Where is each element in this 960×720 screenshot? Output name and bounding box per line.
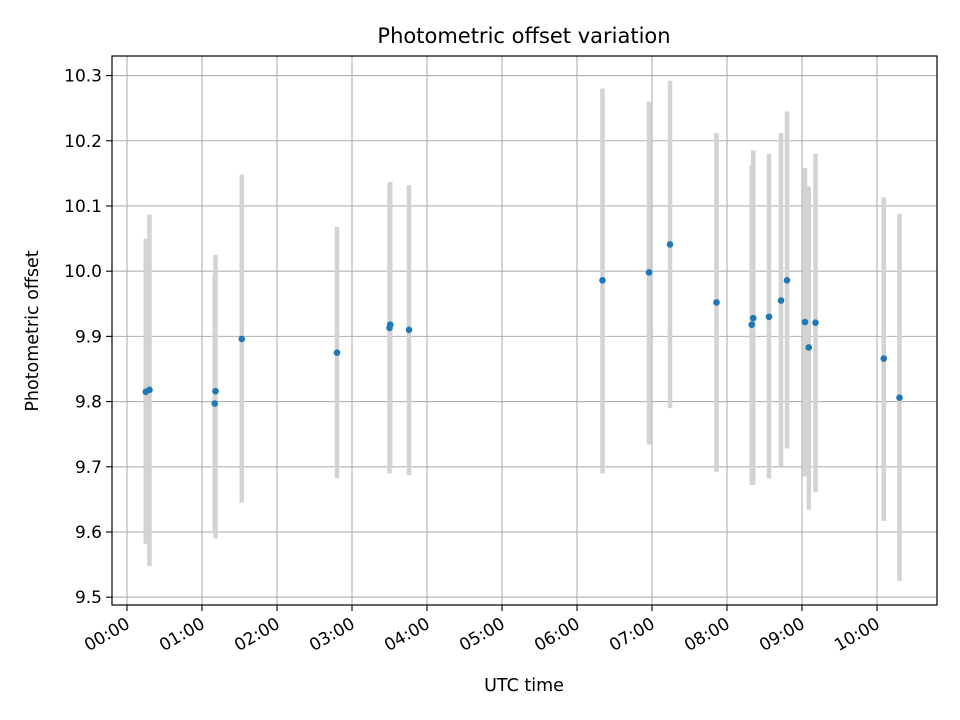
x-axis-label: UTC time — [484, 676, 564, 696]
y-tick-label: 10.2 — [64, 132, 102, 152]
y-axis: 9.5 9.6 9.7 9.8 9.9 10.0 10.1 10.2 10.3 — [64, 67, 112, 608]
plot-frame — [111, 55, 938, 606]
data-point — [880, 355, 888, 362]
y-tick-label: 9.6 — [75, 523, 102, 543]
data-point — [713, 299, 720, 306]
data-point — [805, 344, 813, 351]
data-point — [645, 269, 653, 276]
data-point — [748, 321, 756, 328]
data-point — [599, 276, 606, 284]
data-point — [812, 319, 819, 326]
data-point — [666, 241, 674, 248]
data-point — [238, 335, 246, 343]
plot-background — [112, 56, 937, 605]
y-tick-label: 9.9 — [75, 327, 102, 347]
data-point — [896, 394, 903, 401]
y-tick-label: 9.8 — [75, 393, 102, 413]
data-point — [212, 387, 219, 395]
grid — [112, 56, 937, 605]
chart-title: Photometric offset variation — [377, 24, 670, 48]
y-tick-label: 9.5 — [75, 588, 102, 608]
data-point — [146, 386, 153, 394]
data-point — [405, 326, 413, 334]
data-point — [333, 349, 341, 356]
y-tick-label: 10.3 — [64, 67, 102, 87]
data-point — [765, 313, 773, 321]
y-tick-label: 10.1 — [64, 197, 102, 217]
y-axis-label: Photometric offset — [23, 250, 43, 411]
y-tick-label: 10.0 — [64, 262, 102, 282]
data-point — [777, 297, 785, 304]
data-point — [211, 400, 219, 407]
data-point — [386, 321, 394, 328]
plot-area: 00:00 01:00 02:00 03:00 04:00 05:00 06:00 07:00… — [64, 55, 938, 656]
data-points — [142, 241, 903, 407]
data-point — [783, 276, 791, 284]
data-point — [749, 314, 757, 322]
data-point — [801, 318, 809, 326]
y-tick-label: 9.7 — [75, 458, 102, 478]
